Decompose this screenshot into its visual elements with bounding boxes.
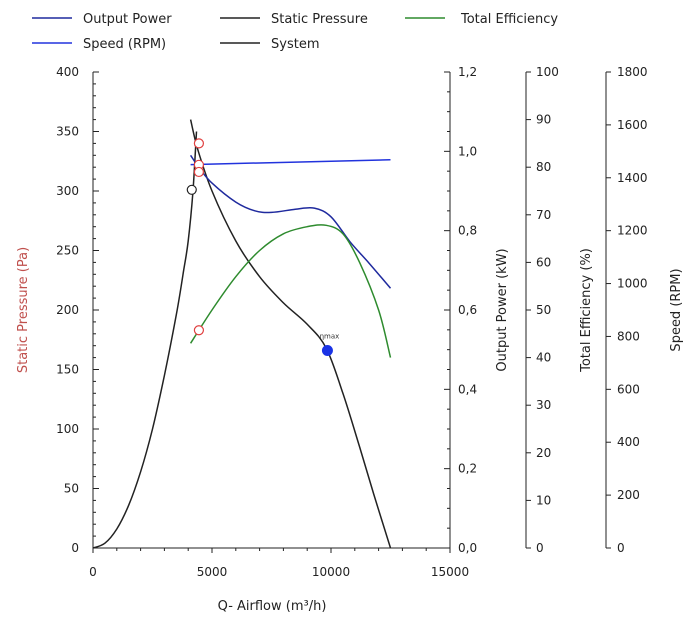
power-axis-tick-label: 1,0 xyxy=(458,144,477,158)
speed-axis-tick-label: 600 xyxy=(617,382,640,396)
left-y-axis-tick-label: 350 xyxy=(56,125,79,139)
speed-axis-tick-label: 200 xyxy=(617,488,640,502)
axis-ticks: 0 5000 10000 150000501001502002503003504000… xyxy=(56,65,647,579)
efficiency-axis-tick-label: 70 xyxy=(536,208,551,222)
speed-axis-tick-label: 1600 xyxy=(617,118,648,132)
x-axis-tick-label: 5000 xyxy=(197,565,228,579)
left-y-axis-tick-label: 50 xyxy=(64,482,79,496)
curve-point-marker xyxy=(193,138,205,149)
series-line-speed-rpm xyxy=(190,159,391,166)
curve-point-marker xyxy=(193,166,205,178)
speed-axis-tick-label: 1800 xyxy=(617,65,648,79)
x-axis-title: Q- Airflow (m³/h) xyxy=(218,599,327,614)
left-y-axis-tick-label: 400 xyxy=(56,65,79,79)
power-axis-tick-label: 1,2 xyxy=(458,65,477,79)
power-axis-tick-label: 0,2 xyxy=(458,462,477,476)
speed-axis-tick-label: 1000 xyxy=(617,277,648,291)
curve-point-marker xyxy=(186,184,197,195)
x-axis-tick-label: 0 xyxy=(89,565,97,579)
left-y-axis-tick-label: 300 xyxy=(56,184,79,198)
efficiency-axis-tick-label: 10 xyxy=(536,493,551,507)
legend-label-static-pressure: Static Pressure xyxy=(271,12,368,27)
efficiency-axis-tick-label: 50 xyxy=(536,303,551,317)
speed-axis-tick-label: 800 xyxy=(617,329,640,343)
series-line-total-efficiency xyxy=(189,224,392,358)
speed-axis-title: Speed (RPM) xyxy=(669,268,684,351)
series-line-static-pressure xyxy=(189,119,392,549)
legend-label-total-efficiency: Total Efficiency xyxy=(460,12,558,27)
efficiency-axis-title: Total Efficiency (%) xyxy=(579,248,594,373)
efficiency-axis-tick-label: 100 xyxy=(536,65,559,79)
power-axis-title: Output Power (kW) xyxy=(495,248,510,371)
x-axis-tick-label: 15000 xyxy=(431,565,469,579)
efficiency-axis-tick-label: 60 xyxy=(536,255,551,269)
series-line-system xyxy=(92,131,198,549)
speed-axis-tick-label: 400 xyxy=(617,435,640,449)
operating-point-marker xyxy=(321,344,333,356)
power-axis-tick-label: 0,8 xyxy=(458,224,477,238)
left-y-axis-tick-label: 0 xyxy=(71,541,79,555)
operating-point-label: ηmax xyxy=(320,332,340,340)
series-line-output-power xyxy=(189,154,392,289)
left-y-axis-tick-label: 250 xyxy=(56,244,79,258)
legend-label-system: System xyxy=(271,37,319,52)
curve-point-marker xyxy=(193,325,205,336)
legend-label-speed: Speed (RPM) xyxy=(83,37,166,52)
efficiency-axis-tick-label: 40 xyxy=(536,351,551,365)
left-y-axis-title: Static Pressure (Pa) xyxy=(16,247,31,373)
speed-axis-tick-label: 1200 xyxy=(617,224,648,238)
left-y-axis-tick-label: 100 xyxy=(56,422,79,436)
legend-label-output-power: Output Power xyxy=(83,12,172,27)
efficiency-axis-tick-label: 20 xyxy=(536,446,551,460)
legend: Output Power Static Pressure Total Effic… xyxy=(32,12,558,52)
power-axis-tick-label: 0,4 xyxy=(458,382,477,396)
power-axis-tick-label: 0,0 xyxy=(458,541,477,555)
efficiency-axis-tick-label: 90 xyxy=(536,113,551,127)
point-markers: ηmax xyxy=(186,138,340,356)
speed-axis-tick-label: 1400 xyxy=(617,171,648,185)
power-axis-tick-label: 0,6 xyxy=(458,303,477,317)
speed-axis-tick-label: 0 xyxy=(617,541,625,555)
efficiency-axis-tick-label: 30 xyxy=(536,398,551,412)
efficiency-axis-tick-label: 0 xyxy=(536,541,544,555)
x-axis-tick-label: 10000 xyxy=(312,565,350,579)
left-y-axis-tick-label: 200 xyxy=(56,303,79,317)
series-lines xyxy=(92,119,392,549)
left-y-axis-tick-label: 150 xyxy=(56,363,79,377)
efficiency-axis-tick-label: 80 xyxy=(536,160,551,174)
